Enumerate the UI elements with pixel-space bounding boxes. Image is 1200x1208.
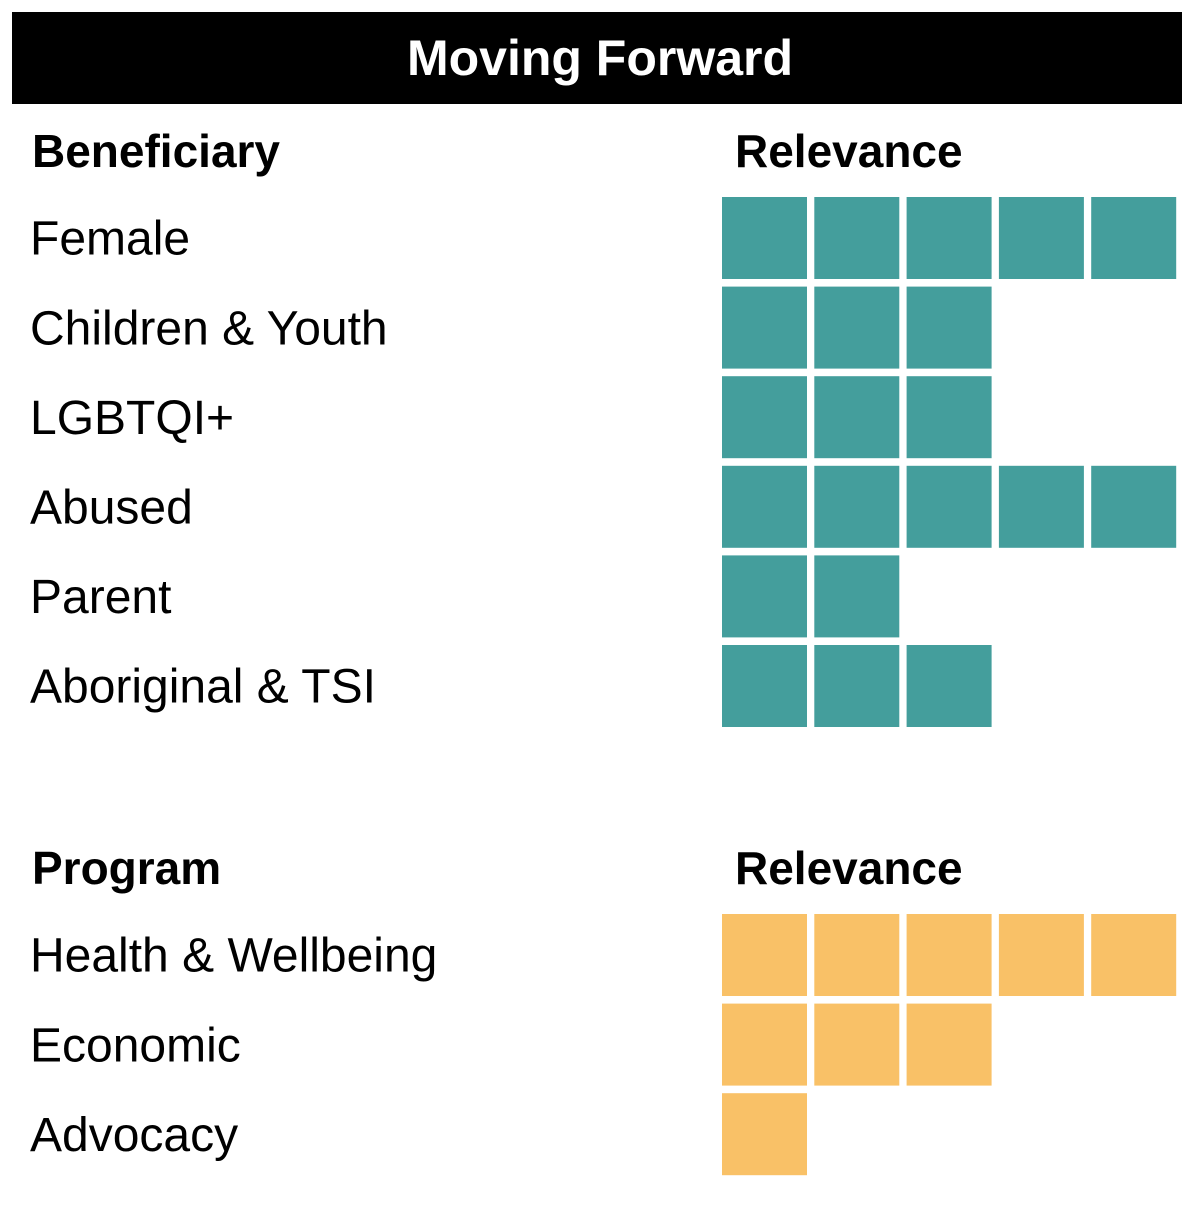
relevance-square (814, 286, 900, 369)
row-label: Parent (30, 571, 171, 624)
relevance-square (722, 645, 807, 727)
row-label: Female (30, 213, 190, 266)
row-label: Aboriginal & TSI (30, 661, 376, 714)
relevance-square (722, 465, 807, 548)
relevance-square (814, 645, 900, 727)
relevance-square (814, 914, 900, 996)
relevance-square (998, 914, 1084, 996)
relevance-square (814, 1003, 900, 1086)
relevance-square (722, 197, 807, 279)
relevance-square (722, 1093, 807, 1176)
relevance-square (814, 555, 900, 638)
row-label: LGBTQI+ (30, 392, 234, 445)
row-label: Health & Wellbeing (30, 930, 437, 983)
relevance-square (722, 1003, 807, 1086)
relevance-square (814, 465, 900, 548)
row-label: Advocacy (30, 1109, 238, 1162)
relevance-square (722, 286, 807, 369)
relevance-square (722, 914, 807, 996)
relevance-square (1091, 914, 1177, 996)
row-label: Abused (30, 481, 193, 534)
row-label: Children & Youth (30, 302, 388, 355)
relevance-square (906, 1003, 992, 1086)
relevance-square (1091, 465, 1177, 548)
section-header: Program (32, 842, 221, 894)
relevance-square (906, 376, 992, 459)
relevance-header: Relevance (735, 842, 963, 894)
relevance-square (906, 197, 992, 279)
relevance-square (906, 465, 992, 548)
relevance-square (998, 465, 1084, 548)
relevance-square (998, 197, 1084, 279)
relevance-square (814, 197, 900, 279)
title-bar (12, 12, 1182, 104)
section-header: Beneficiary (32, 125, 280, 177)
relevance-square (1091, 197, 1177, 279)
relevance-square (814, 376, 900, 459)
relevance-square (906, 645, 992, 727)
relevance-header: Relevance (735, 125, 963, 177)
row-label: Economic (30, 1019, 241, 1072)
relevance-square (906, 286, 992, 369)
title: Moving Forward (407, 30, 793, 86)
relevance-square (722, 555, 807, 638)
relevance-square (722, 376, 807, 459)
relevance-square (906, 914, 992, 996)
